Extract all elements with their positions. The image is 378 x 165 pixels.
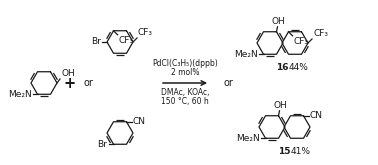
Text: CF₃: CF₃: [313, 29, 328, 38]
Text: OH: OH: [274, 101, 287, 110]
Text: or: or: [83, 78, 93, 88]
Text: 16: 16: [276, 63, 288, 72]
Text: 41%: 41%: [291, 147, 311, 156]
Text: CN: CN: [310, 111, 322, 120]
Text: 15: 15: [278, 147, 290, 156]
Text: CF₃: CF₃: [118, 36, 133, 45]
Text: OH: OH: [272, 17, 285, 26]
Text: or: or: [223, 78, 233, 88]
Text: Me₂N: Me₂N: [234, 50, 257, 59]
Text: CF₃: CF₃: [293, 37, 308, 46]
Text: +: +: [64, 76, 76, 90]
Text: 44%: 44%: [289, 63, 309, 72]
Text: PdCl(C₃H₅)(dppb): PdCl(C₃H₅)(dppb): [152, 59, 218, 68]
Text: 2 mol%: 2 mol%: [171, 68, 199, 77]
Text: CF₃: CF₃: [138, 28, 153, 37]
Text: CN: CN: [133, 117, 146, 126]
Text: Br: Br: [91, 37, 101, 47]
Text: Br: Br: [98, 140, 107, 149]
Text: Me₂N: Me₂N: [236, 134, 260, 143]
Text: Me₂N: Me₂N: [8, 90, 31, 99]
Text: DMAc, KOAc,: DMAc, KOAc,: [161, 88, 209, 97]
Text: 150 °C, 60 h: 150 °C, 60 h: [161, 97, 209, 106]
Text: OH: OH: [61, 69, 75, 78]
